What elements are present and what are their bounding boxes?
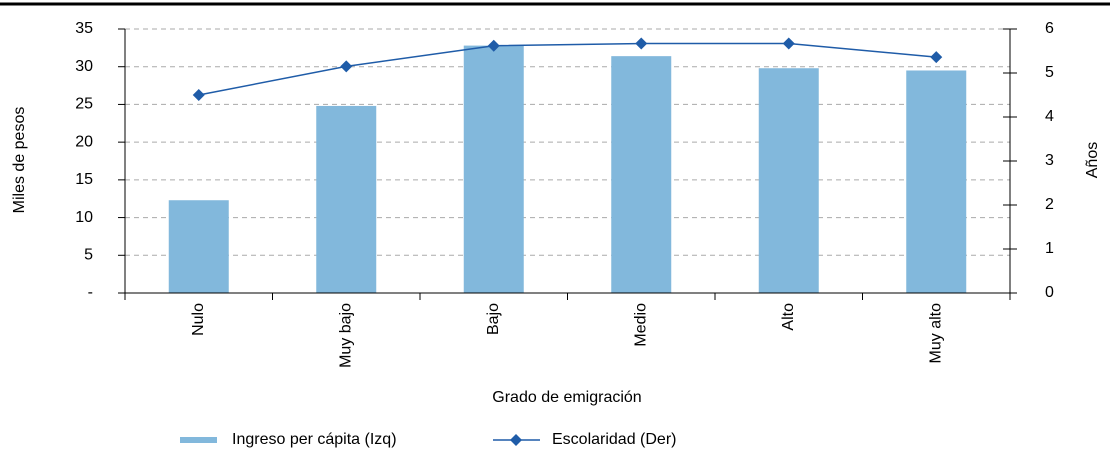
legend-marker <box>510 434 522 446</box>
y-tick-label: 30 <box>75 58 93 75</box>
y2-tick-label: 2 <box>1045 196 1054 213</box>
marker <box>192 89 205 101</box>
marker <box>782 37 795 50</box>
bar <box>316 105 377 294</box>
marker <box>487 39 500 52</box>
x-tick-label: Nulo <box>190 303 207 336</box>
marker <box>930 51 943 64</box>
line <box>198 42 937 96</box>
y-tick-label: - <box>88 284 93 301</box>
y-tick-label: 5 <box>84 247 93 264</box>
marker <box>340 60 353 73</box>
y2-tick-label: 3 <box>1045 152 1054 169</box>
legend-label: Escolaridad (Der) <box>552 431 676 448</box>
marker <box>635 37 648 50</box>
y2-tick-label: 6 <box>1045 20 1054 37</box>
x-tick-label: Bajo <box>485 303 502 335</box>
y-tick-label: 15 <box>75 171 93 188</box>
x-tick-label: Muy bajo <box>337 303 354 368</box>
y2-tick-label: 0 <box>1045 284 1054 301</box>
y-axis-title: Miles de pesos <box>11 107 28 214</box>
legend-swatch <box>180 437 217 443</box>
y-tick-label: 35 <box>75 20 93 37</box>
y2-axis-title: Años <box>1084 142 1101 178</box>
y2-tick-label: 1 <box>1045 240 1054 257</box>
y2-tick-label: 4 <box>1045 108 1054 125</box>
y-tick-label: 10 <box>75 209 93 226</box>
legend-label: Ingreso per cápita (Izq) <box>232 431 397 448</box>
x-tick-label: Medio <box>632 303 649 347</box>
bar <box>463 45 524 293</box>
bar <box>758 68 819 293</box>
x-axis-title: Grado de emigración <box>492 389 641 406</box>
x-tick-label: Alto <box>780 303 797 331</box>
y-tick-label: 25 <box>75 96 93 113</box>
y2-tick-label: 5 <box>1045 64 1054 81</box>
x-tick-label: Muy alto <box>927 303 944 364</box>
y-tick-label: 20 <box>75 133 93 150</box>
bar <box>611 56 672 294</box>
bar <box>906 70 967 293</box>
bar <box>168 200 229 293</box>
